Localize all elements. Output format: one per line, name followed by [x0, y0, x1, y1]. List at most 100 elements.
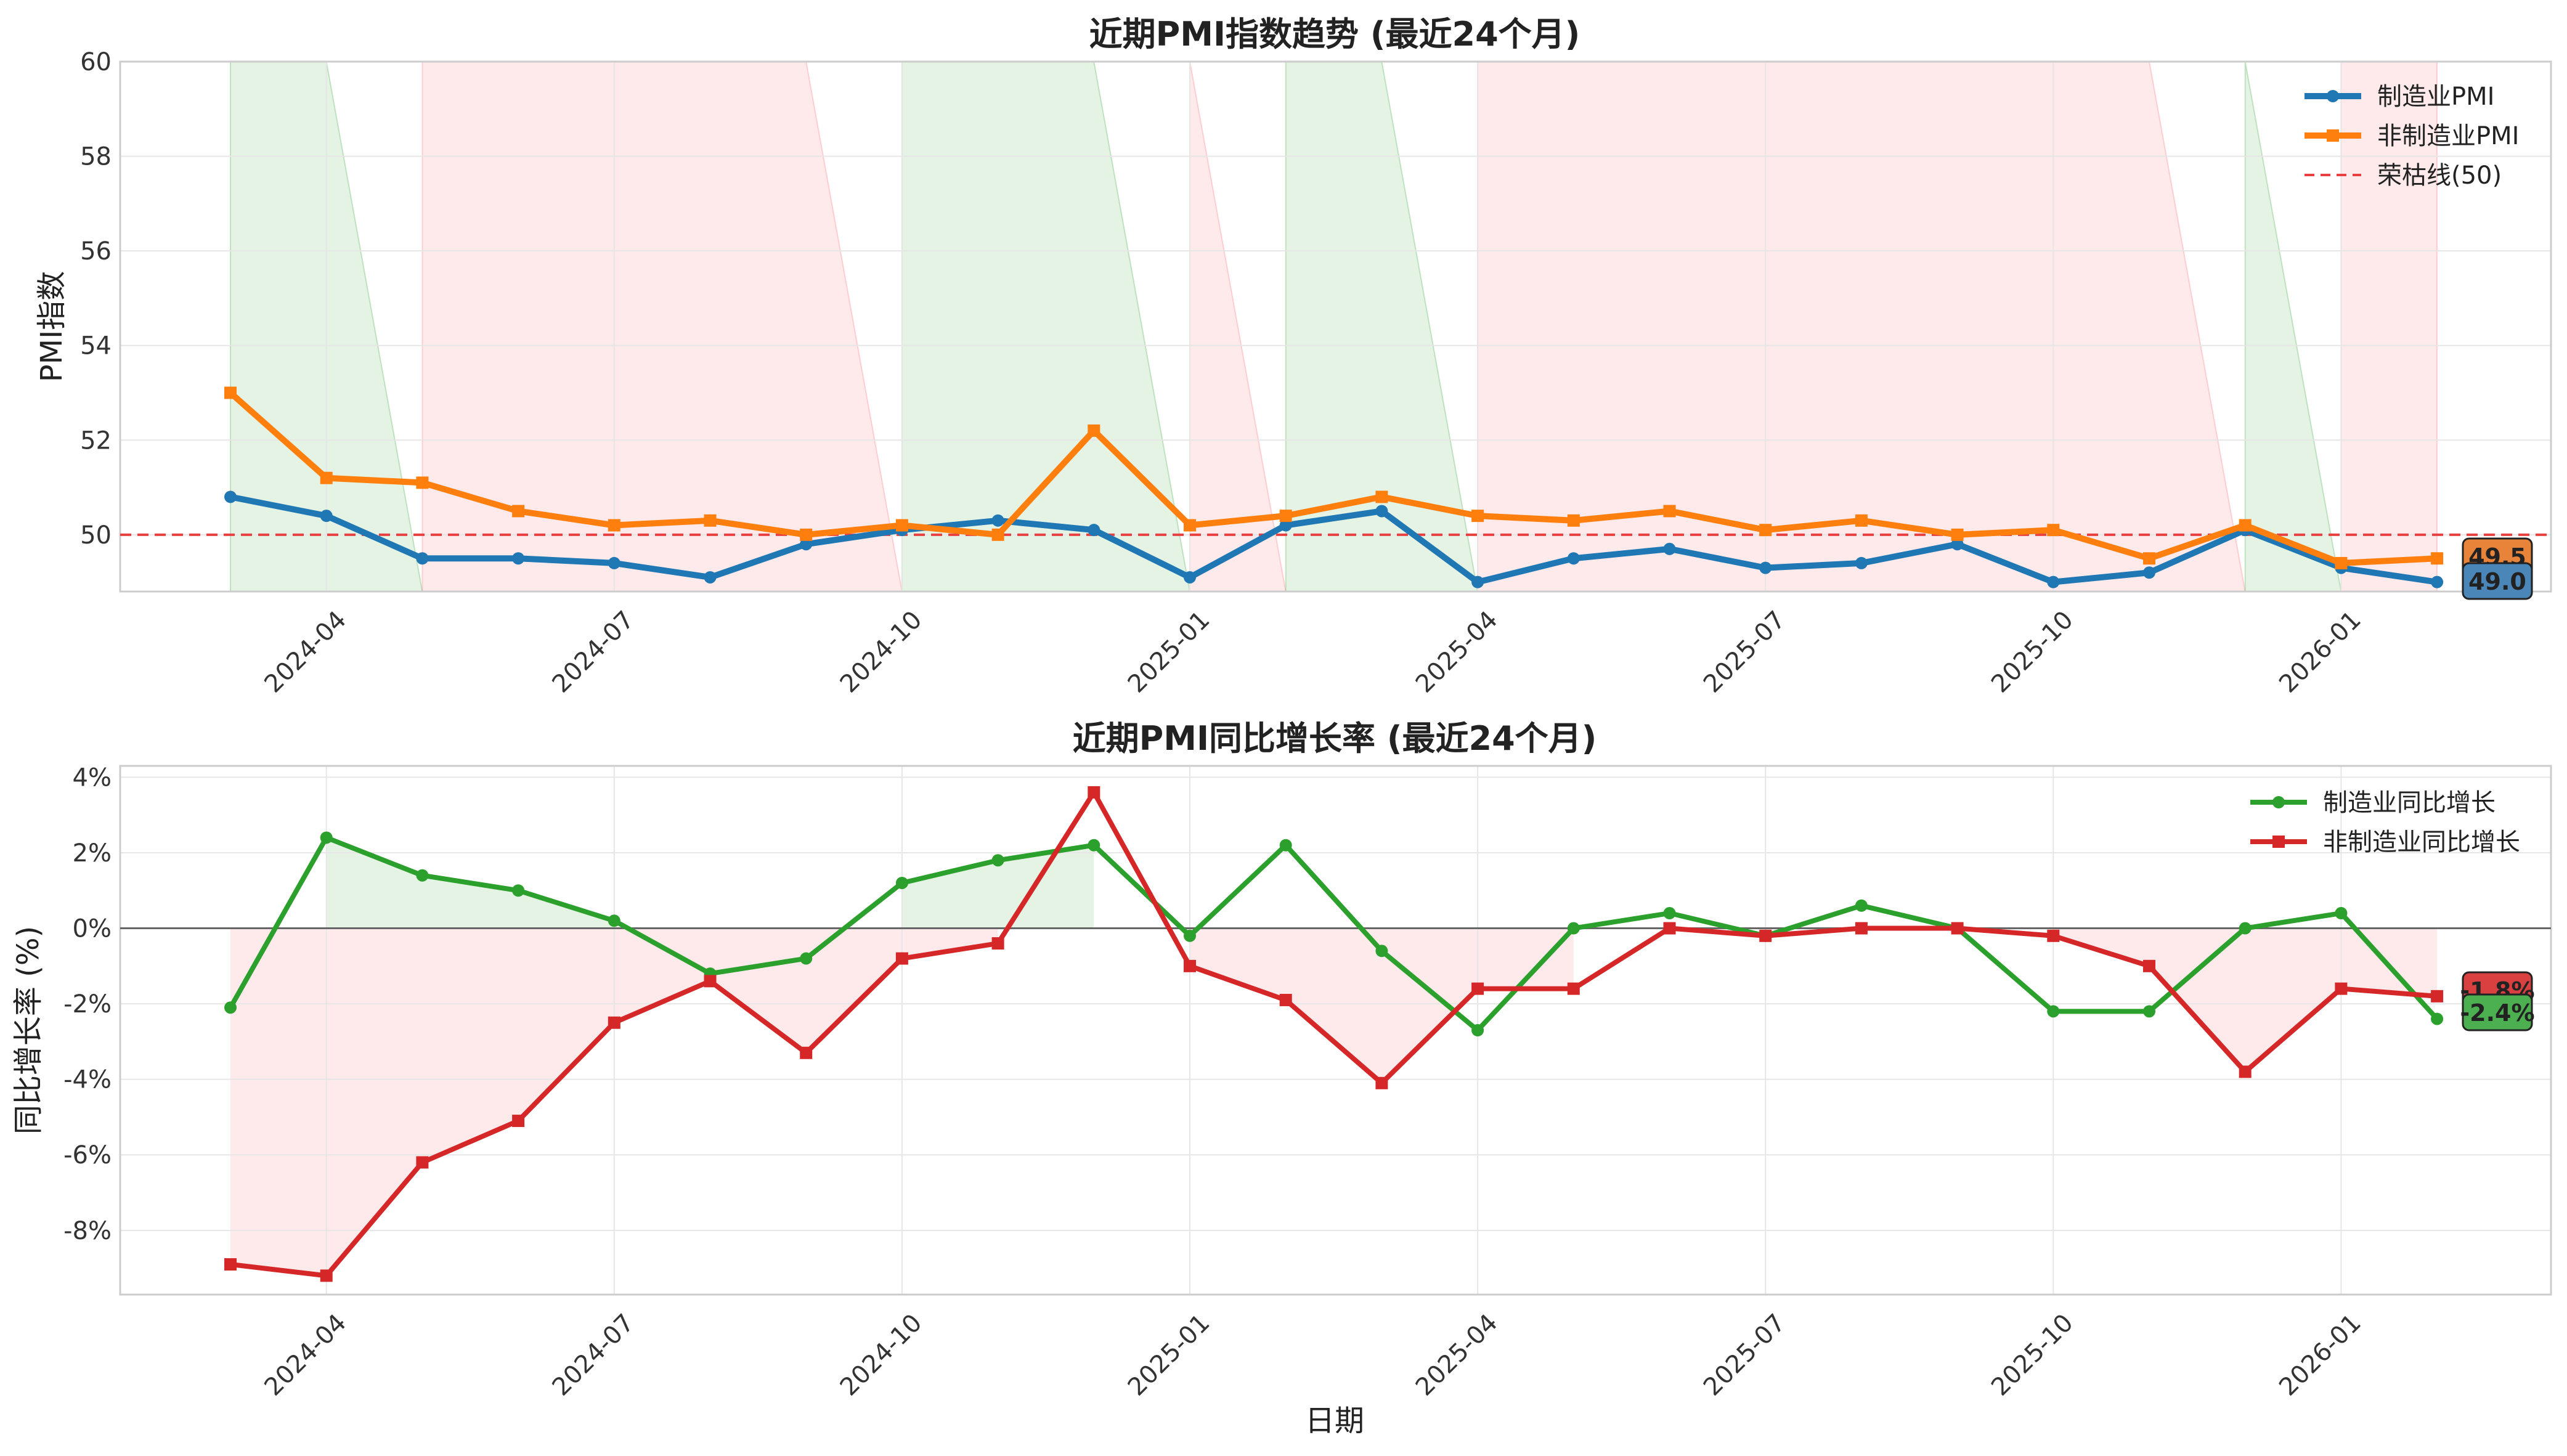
data-point [1088, 839, 1100, 852]
y-tick-label: 52 [80, 426, 112, 455]
data-point [895, 952, 908, 965]
last-value-badges: 49.549.0 [2462, 537, 2533, 600]
data-point [320, 831, 333, 844]
y-axis-label: 同比增长率 (%) [11, 926, 46, 1134]
data-point [512, 884, 525, 897]
data-point [512, 505, 525, 518]
x-tick-label: 2025-10 [1986, 606, 2079, 699]
data-point [416, 869, 429, 882]
x-axis-label: 日期 [1305, 1404, 1364, 1438]
chart-title: 近期PMI指数趋势 (最近24个月) [1089, 15, 1580, 54]
y-tick-label: 60 [80, 48, 112, 76]
x-tick: 2024-10 [835, 1309, 928, 1402]
series-line-0 [230, 494, 2438, 585]
last-value-badges: -1.8%-2.4% [2460, 971, 2535, 1031]
x-tick: 2024-04 [259, 1309, 352, 1402]
data-point [2335, 907, 2348, 920]
chart-title: 近期PMI同比增长率 (最近24个月) [1073, 719, 1597, 758]
data-point [800, 528, 813, 541]
badge-label: 49.0 [2468, 568, 2526, 595]
legend-label: 荣枯线(50) [2377, 161, 2502, 190]
data-point [895, 519, 908, 532]
data-point [1088, 424, 1100, 437]
y-tick-label: -4% [63, 1066, 112, 1094]
data-point [1375, 945, 1388, 958]
data-point [1279, 839, 1292, 852]
legend-label: 制造业同比增长 [2323, 789, 2496, 817]
x-tick-label: 2025-10 [1986, 1309, 2079, 1402]
x-tick: 2024-07 [547, 606, 640, 699]
trend-shade-red [1189, 61, 1287, 592]
x-tick-label: 2024-10 [835, 606, 928, 699]
x-tick-label: 2026-01 [2274, 1309, 2367, 1402]
x-tick: 2025-04 [1410, 606, 1503, 699]
data-point [320, 1269, 333, 1282]
legend-label: 制造业PMI [2377, 83, 2494, 111]
series-line-1 [230, 789, 2438, 1279]
data-point [2047, 1005, 2060, 1018]
y-tick-label: 0% [73, 915, 112, 943]
data-point [2335, 982, 2348, 995]
x-tick-label: 2024-04 [259, 606, 352, 699]
data-point [1471, 510, 1484, 523]
legend-item: 非制造业PMI [2305, 122, 2519, 150]
y-tick-labels: 50 52 54 56 58 60 [80, 48, 112, 550]
data-point [800, 952, 813, 965]
y-axis-label: PMI指数 [35, 271, 69, 383]
x-tick: 2025-07 [1698, 1309, 1791, 1402]
x-tick: 2026-01 [2274, 606, 2367, 699]
data-point [1567, 922, 1580, 935]
last-value-badge: 49.0 [2462, 562, 2533, 600]
data-point [1375, 505, 1388, 518]
plot-frame [119, 765, 2552, 1296]
data-point [991, 528, 1004, 541]
data-point [416, 552, 429, 565]
data-point [1279, 510, 1292, 523]
data-point [800, 538, 813, 551]
data-point [512, 552, 525, 565]
data-point [1855, 556, 1868, 569]
data-point [2431, 575, 2444, 588]
data-point [2431, 1012, 2444, 1025]
series-line-1 [228, 390, 2438, 566]
legend-item: 非制造业同比增长 [2250, 828, 2520, 856]
data-point [991, 514, 1004, 527]
badge-label: -2.4% [2460, 999, 2534, 1027]
data-point [704, 514, 717, 527]
data-point [1663, 922, 1676, 935]
data-point [2239, 922, 2252, 935]
legend-label: 非制造业同比增长 [2323, 828, 2520, 856]
data-point [2047, 929, 2060, 942]
data-point [1951, 538, 1964, 551]
data-point [1951, 922, 1964, 935]
data-point [1759, 561, 1772, 574]
trend-shade-green [901, 61, 1191, 592]
x-tick-labels: 2024-04 2024-07 2024-10 2025-01 2025-04 2025-… [259, 606, 2366, 699]
badge-box [2462, 993, 2533, 1031]
data-point [1184, 959, 1196, 972]
x-tick: 2025-07 [1698, 606, 1791, 699]
area-negative [230, 928, 998, 1276]
x-tick: 2025-10 [1986, 1309, 2079, 1402]
data-point [1184, 929, 1196, 942]
legend-item: 荣枯线(50) [2305, 161, 2502, 190]
x-tick: 2024-07 [547, 1309, 640, 1402]
y-tick-labels: 4% 2% 0% -2% -4% -6% -8% [63, 763, 112, 1245]
data-point [416, 476, 429, 489]
y-tick-label: -6% [63, 1141, 112, 1169]
legend-marker [2272, 796, 2285, 808]
data-point [2047, 575, 2060, 588]
legend: 制造业PMI 非制造业PMI 荣枯线(50) [2305, 83, 2519, 190]
y-tick-label: 56 [80, 237, 112, 266]
legend-item: 制造业同比增长 [2250, 789, 2496, 817]
badge-box [2462, 562, 2533, 600]
x-tick-label: 2024-07 [547, 606, 640, 699]
legend-marker [2327, 90, 2339, 102]
data-point [1759, 929, 1772, 942]
data-point [2239, 519, 2252, 532]
data-point [1855, 899, 1868, 912]
x-tick: 2025-01 [1123, 606, 1216, 699]
data-point [2047, 524, 2060, 537]
y-tick-label: 2% [73, 839, 112, 868]
x-tick-label: 2024-04 [259, 1309, 352, 1402]
